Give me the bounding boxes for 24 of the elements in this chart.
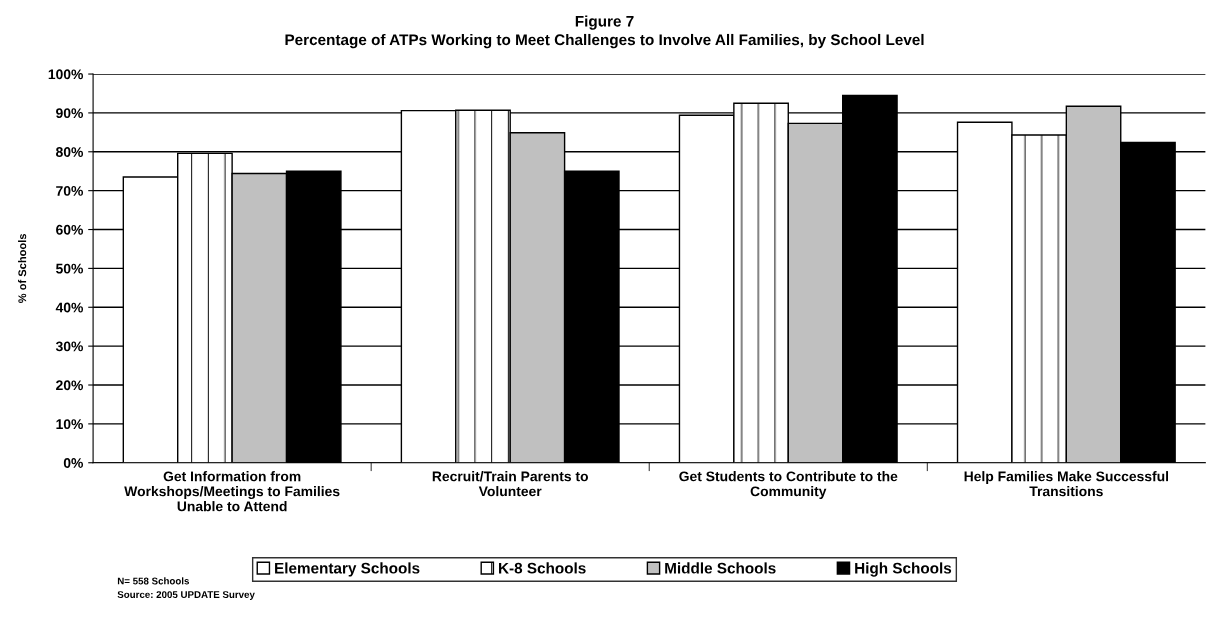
y-tick-label: 60% [56,224,84,235]
x-tick-label: Recruit/Train Parents to Volunteer [432,471,588,497]
x-tick-label: Get Information from Workshops/Meetings to Families Unable to Attend [124,471,340,512]
legend-label: High Schools [855,562,952,577]
y-tick-label: 40% [55,302,84,313]
y-tick-label: 30% [55,341,84,352]
y-tick-label: 10% [56,419,84,430]
y-tick-label: 90% [56,108,84,119]
x-tick-label: Help Families Make Successful Transitions [964,471,1169,497]
legend-label: Middle Schools [665,562,776,574]
y-tick-label: 80% [56,147,84,157]
y-tick-label: 20% [56,380,84,391]
x-tick-label: Get Students to Contribute to the Community [679,471,898,499]
chart-title: Figure 7 [575,15,634,30]
y-axis-title: % of Schools [18,233,27,303]
chart-subtitle: Percentage of ATPs Working to Meet Challenges to Involve All Families, by School Level [285,33,924,49]
legend-label: K-8 Schools [499,562,586,574]
y-tick-label: 70% [56,185,84,196]
y-tick-label: 100% [48,69,84,80]
y-tick-label: 0% [63,458,83,468]
text: N= 558 Schools [117,577,190,585]
legend-label: Elementary Schools [275,562,420,577]
y-tick-label: 50% [56,263,84,274]
source-note: Source: 2005 UPDATE Survey [117,591,255,600]
